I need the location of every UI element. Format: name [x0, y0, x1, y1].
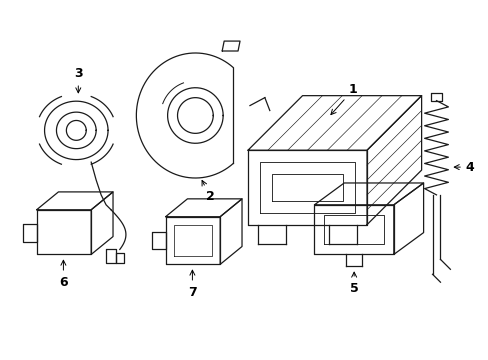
Text: 2: 2 [202, 180, 214, 203]
Text: 3: 3 [74, 67, 82, 93]
Text: 6: 6 [59, 260, 67, 289]
Text: 1: 1 [330, 83, 357, 114]
Text: 5: 5 [349, 272, 358, 294]
Text: 4: 4 [453, 161, 474, 174]
Text: 7: 7 [188, 270, 196, 299]
